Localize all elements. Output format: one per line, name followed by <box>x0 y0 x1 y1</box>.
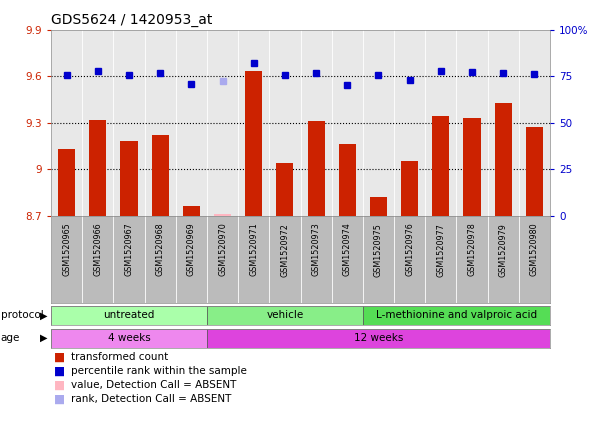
Text: GSM1520977: GSM1520977 <box>436 222 445 277</box>
Text: untreated: untreated <box>103 310 154 320</box>
Text: GSM1520975: GSM1520975 <box>374 222 383 277</box>
Text: rank, Detection Call = ABSENT: rank, Detection Call = ABSENT <box>71 394 231 404</box>
Text: GSM1520973: GSM1520973 <box>311 222 320 277</box>
Text: ■: ■ <box>54 351 66 364</box>
Text: L-methionine and valproic acid: L-methionine and valproic acid <box>376 310 537 320</box>
Text: 4 weeks: 4 weeks <box>108 333 150 343</box>
Text: GSM1520965: GSM1520965 <box>62 222 71 277</box>
Bar <box>526 127 543 216</box>
Bar <box>370 197 387 216</box>
Bar <box>432 116 450 216</box>
Bar <box>276 163 293 216</box>
Bar <box>308 121 325 216</box>
Bar <box>495 102 511 216</box>
Text: ▶: ▶ <box>40 310 47 320</box>
Text: percentile rank within the sample: percentile rank within the sample <box>71 366 247 376</box>
Bar <box>214 214 231 216</box>
Bar <box>245 71 262 216</box>
Bar <box>151 135 169 216</box>
Text: 12 weeks: 12 weeks <box>354 333 403 343</box>
Text: GSM1520968: GSM1520968 <box>156 222 165 276</box>
Text: age: age <box>1 333 20 343</box>
Text: GSM1520967: GSM1520967 <box>124 222 133 277</box>
Text: GSM1520970: GSM1520970 <box>218 222 227 277</box>
Text: GSM1520980: GSM1520980 <box>530 222 539 276</box>
Bar <box>51 306 207 325</box>
Text: ■: ■ <box>54 379 66 392</box>
Text: GSM1520979: GSM1520979 <box>499 222 508 277</box>
Text: GSM1520974: GSM1520974 <box>343 222 352 277</box>
Text: GSM1520971: GSM1520971 <box>249 222 258 277</box>
Bar <box>339 144 356 216</box>
Text: protocol: protocol <box>1 310 43 320</box>
Text: ■: ■ <box>54 365 66 378</box>
Bar <box>207 329 550 348</box>
Text: ▶: ▶ <box>40 333 47 343</box>
Text: GDS5624 / 1420953_at: GDS5624 / 1420953_at <box>51 13 213 27</box>
Bar <box>120 141 138 216</box>
Text: GSM1520972: GSM1520972 <box>281 222 290 277</box>
Text: ■: ■ <box>54 393 66 406</box>
Text: transformed count: transformed count <box>71 352 168 363</box>
Bar <box>363 306 550 325</box>
Bar <box>90 120 106 216</box>
Bar <box>58 149 75 216</box>
Text: vehicle: vehicle <box>266 310 304 320</box>
Bar <box>51 329 207 348</box>
Text: GSM1520978: GSM1520978 <box>468 222 477 277</box>
Text: GSM1520966: GSM1520966 <box>93 222 102 276</box>
Text: GSM1520976: GSM1520976 <box>405 222 414 277</box>
Bar <box>207 306 363 325</box>
Bar <box>463 118 481 216</box>
Bar <box>401 162 418 216</box>
Text: GSM1520969: GSM1520969 <box>187 222 196 277</box>
Text: value, Detection Call = ABSENT: value, Detection Call = ABSENT <box>71 380 236 390</box>
Bar <box>183 206 200 216</box>
